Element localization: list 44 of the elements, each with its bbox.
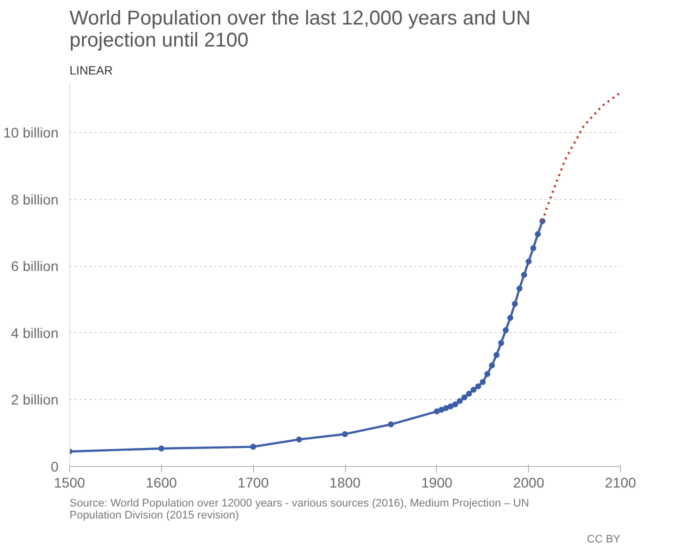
point xyxy=(158,445,164,452)
point xyxy=(388,421,394,428)
text: CC BY xyxy=(586,534,622,546)
point xyxy=(502,327,509,334)
point xyxy=(296,436,302,442)
source-note: Source: World Population over 12000 years - various sources (2016), Medium Projection – UN Population Division (2015 revision) xyxy=(70,498,530,522)
point xyxy=(456,398,463,404)
point xyxy=(484,371,490,377)
point xyxy=(480,379,486,386)
x-tick-label: 2100 xyxy=(604,474,636,490)
point xyxy=(521,272,528,278)
point xyxy=(488,362,495,368)
point xyxy=(466,390,472,397)
y-tick-label: 2 billion xyxy=(11,392,59,408)
point xyxy=(498,340,504,346)
y-tick-label: 6 billion xyxy=(11,258,59,274)
point xyxy=(530,245,536,252)
point xyxy=(461,394,468,400)
y-tick-label: 8 billion xyxy=(11,191,59,208)
point xyxy=(516,286,522,292)
chart-title: World Population over the last 12,000 years and UN projection until 2100 xyxy=(70,8,531,52)
point xyxy=(448,403,454,410)
point xyxy=(534,231,541,238)
y-tick-label: 10 billion xyxy=(3,124,59,141)
y-tick-label: 0 xyxy=(50,458,59,474)
point xyxy=(526,258,532,264)
y-tick-label: 4 billion xyxy=(11,324,59,341)
x-tick-label: 1700 xyxy=(238,474,269,490)
point xyxy=(434,408,440,414)
x-tick-label: 1600 xyxy=(146,474,178,490)
x-tick-label: 1900 xyxy=(421,474,453,490)
x-tick-label: 1800 xyxy=(329,474,361,490)
point xyxy=(512,300,518,307)
point xyxy=(470,386,477,393)
x-tick-label: 2000 xyxy=(513,474,544,490)
x-tick-label: 1500 xyxy=(54,474,86,490)
point xyxy=(494,352,500,358)
point xyxy=(443,405,450,412)
point xyxy=(475,383,482,390)
point xyxy=(452,401,458,408)
point xyxy=(507,314,514,321)
point xyxy=(342,431,348,438)
point xyxy=(250,444,256,450)
chart-subtitle: LINEAR xyxy=(70,64,114,78)
